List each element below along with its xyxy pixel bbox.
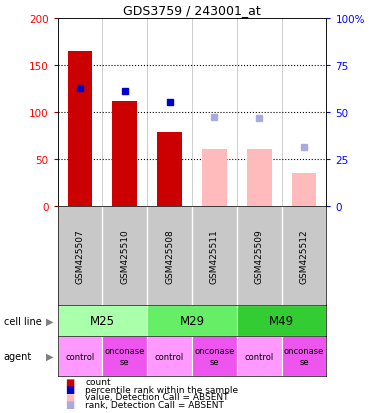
- Text: cell line: cell line: [4, 316, 42, 326]
- Text: GSM425511: GSM425511: [210, 229, 219, 283]
- Text: control: control: [244, 352, 274, 361]
- Bar: [282, 337, 326, 376]
- Text: ■: ■: [65, 385, 74, 394]
- Bar: [58, 337, 102, 376]
- Text: agent: agent: [4, 351, 32, 361]
- Text: ▶: ▶: [46, 316, 54, 326]
- Bar: [247, 150, 272, 206]
- Text: GSM425510: GSM425510: [120, 229, 129, 283]
- Text: control: control: [155, 352, 184, 361]
- Text: rank, Detection Call = ABSENT: rank, Detection Call = ABSENT: [85, 400, 224, 409]
- Text: ▶: ▶: [46, 351, 54, 361]
- Bar: [292, 173, 316, 206]
- Text: GSM425512: GSM425512: [299, 229, 309, 283]
- Text: control: control: [65, 352, 95, 361]
- Text: M29: M29: [180, 315, 204, 328]
- Text: M25: M25: [90, 315, 115, 328]
- Bar: [237, 337, 282, 376]
- Text: percentile rank within the sample: percentile rank within the sample: [85, 385, 239, 394]
- Text: value, Detection Call = ABSENT: value, Detection Call = ABSENT: [85, 392, 229, 401]
- Text: onconase
se: onconase se: [284, 347, 324, 366]
- Text: GSM425508: GSM425508: [165, 229, 174, 283]
- Text: M49: M49: [269, 315, 294, 328]
- Bar: [102, 337, 147, 376]
- Bar: [112, 101, 137, 206]
- Bar: [202, 150, 227, 206]
- Text: GSM425509: GSM425509: [255, 229, 264, 283]
- Bar: [147, 337, 192, 376]
- Bar: [192, 337, 237, 376]
- Text: onconase
se: onconase se: [194, 347, 234, 366]
- Bar: [58, 306, 147, 337]
- Text: ■: ■: [65, 377, 74, 387]
- Text: ■: ■: [65, 399, 74, 409]
- Text: count: count: [85, 377, 111, 387]
- Text: GSM425507: GSM425507: [75, 229, 85, 283]
- Text: ■: ■: [65, 392, 74, 402]
- Title: GDS3759 / 243001_at: GDS3759 / 243001_at: [123, 5, 261, 17]
- Bar: [68, 52, 92, 206]
- Bar: [157, 132, 182, 206]
- Bar: [237, 306, 326, 337]
- Bar: [147, 306, 237, 337]
- Text: onconase
se: onconase se: [105, 347, 145, 366]
